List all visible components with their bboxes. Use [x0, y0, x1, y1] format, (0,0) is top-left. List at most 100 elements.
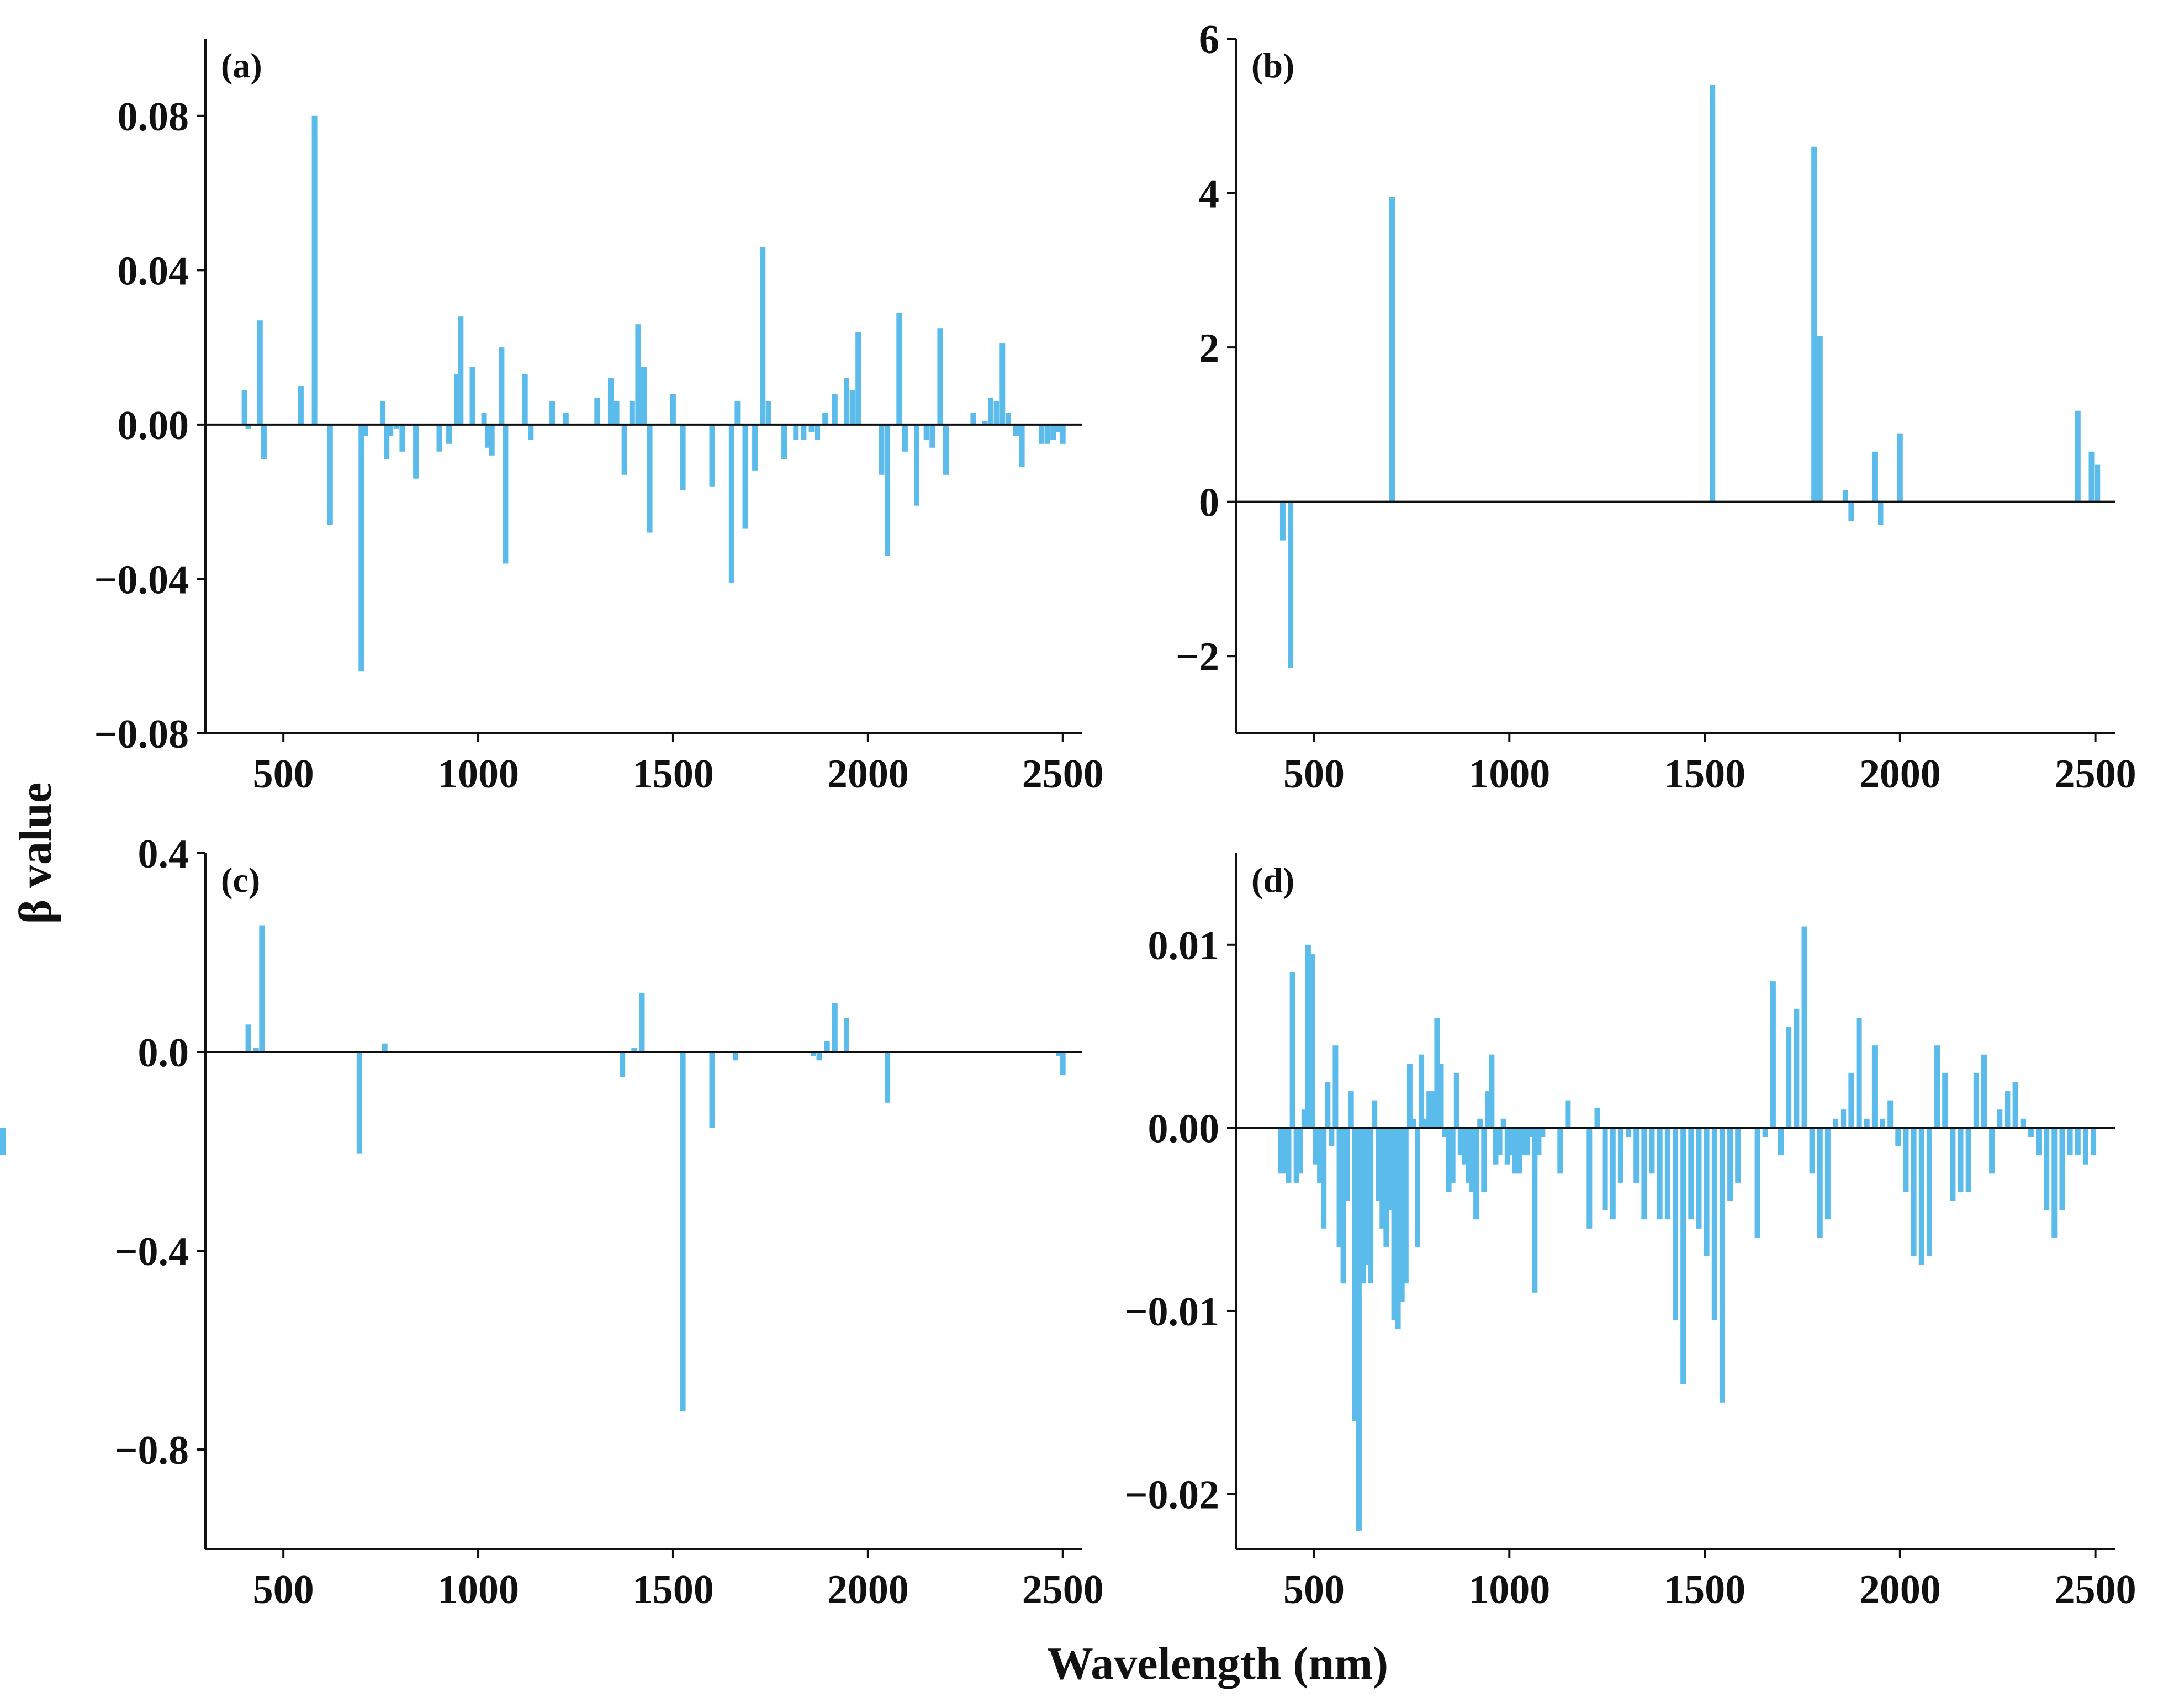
bar-d-91 — [1762, 1128, 1768, 1137]
bar-d-112 — [1926, 1128, 1932, 1256]
bar-a-48 — [801, 424, 807, 440]
bar-a-14 — [413, 424, 419, 479]
bar-c-7 — [639, 992, 645, 1052]
bar-b-9 — [1878, 501, 1884, 525]
bar-a-9 — [380, 401, 386, 425]
bar-a-21 — [485, 424, 491, 448]
x-tick-label: 1000 — [437, 752, 519, 797]
y-tick-label: 4 — [1199, 172, 1219, 217]
bar-d-65 — [1532, 1128, 1538, 1293]
bar-a-68 — [993, 401, 999, 425]
bar-d-1 — [1282, 1128, 1288, 1174]
x-tick-label: 2000 — [827, 1567, 909, 1612]
bar-c-10 — [732, 1052, 738, 1061]
bar-d-0 — [1278, 1128, 1284, 1174]
y-tick-label: 0.00 — [1148, 1106, 1220, 1151]
bar-d-125 — [2028, 1128, 2034, 1137]
bar-d-42 — [1442, 1128, 1448, 1137]
bar-b-13 — [2095, 464, 2101, 502]
bar-d-64 — [1528, 1128, 1534, 1137]
bar-b-2 — [1389, 197, 1395, 502]
bar-d-120 — [1989, 1128, 1995, 1174]
bar-a-60 — [914, 424, 919, 506]
bar-d-37 — [1422, 1118, 1429, 1128]
bar-d-69 — [1565, 1100, 1571, 1128]
bar-d-56 — [1496, 1128, 1503, 1156]
bar-c-16 — [885, 1052, 891, 1103]
bar-d-2 — [1286, 1128, 1292, 1183]
bar-d-130 — [2067, 1128, 2073, 1156]
bar-d-23 — [1368, 1128, 1374, 1284]
bar-a-16 — [446, 424, 452, 444]
bar-d-55 — [1493, 1128, 1499, 1165]
bar-a-19 — [469, 367, 475, 425]
bar-d-28 — [1387, 1128, 1393, 1210]
bar-b-0 — [1279, 501, 1286, 541]
bar-d-60 — [1512, 1128, 1518, 1174]
bar-a-56 — [879, 424, 885, 475]
bar-d-36 — [1419, 1054, 1425, 1128]
bar-d-40 — [1434, 1018, 1440, 1128]
bar-d-21 — [1360, 1128, 1366, 1284]
bar-d-77 — [1641, 1128, 1647, 1220]
bar-d-43 — [1446, 1128, 1452, 1192]
bar-d-95 — [1794, 1008, 1800, 1128]
bar-a-67 — [988, 398, 994, 425]
bar-d-50 — [1473, 1128, 1479, 1220]
x-tick-label: 1500 — [632, 1567, 714, 1612]
x-tick-label: 2500 — [2055, 752, 2136, 797]
bar-b-7 — [1848, 501, 1854, 521]
bar-a-32 — [621, 424, 627, 475]
bar-b-4 — [1811, 146, 1817, 502]
bar-d-122 — [2005, 1091, 2011, 1128]
bar-c-2 — [259, 925, 265, 1052]
bar-a-40 — [728, 424, 734, 583]
bar-a-31 — [614, 401, 620, 425]
bar-d-92 — [1770, 981, 1776, 1128]
bar-d-118 — [1973, 1072, 1979, 1128]
bar-a-13 — [399, 424, 405, 452]
bar-d-35 — [1415, 1128, 1420, 1247]
bar-d-5 — [1297, 1128, 1303, 1174]
bar-d-110 — [1911, 1128, 1917, 1256]
bar-c-5 — [620, 1052, 626, 1077]
bar-c-13 — [824, 1041, 830, 1052]
bar-d-72 — [1602, 1128, 1608, 1210]
panel-b-chart: −2 0 2 4 6 500 1000 1500 2000 2500 (b) — [1176, 17, 2136, 797]
bar-a-30 — [608, 378, 614, 425]
bar-d-83 — [1688, 1128, 1694, 1220]
bar-a-39 — [709, 424, 715, 487]
y-tick-label: −0.04 — [94, 557, 189, 602]
bar-a-35 — [641, 367, 647, 425]
bar-d-51 — [1477, 1118, 1483, 1128]
panel-label: (c) — [221, 860, 260, 900]
bar-a-15 — [436, 424, 442, 452]
bar-a-52 — [832, 394, 838, 425]
bar-c-9 — [709, 1052, 715, 1128]
bar-d-132 — [2082, 1128, 2088, 1165]
bar-d-17 — [1344, 1128, 1350, 1201]
bar-d-14 — [1332, 1045, 1339, 1128]
bar-a-66 — [982, 420, 988, 425]
bar-a-47 — [793, 424, 799, 440]
bar-a-41 — [734, 401, 741, 425]
bar-d-86 — [1711, 1128, 1717, 1320]
bar-d-111 — [1918, 1128, 1924, 1266]
bar-d-75 — [1626, 1128, 1632, 1137]
bar-a-55 — [855, 332, 861, 425]
bar-d-24 — [1372, 1100, 1378, 1128]
bar-b-11 — [2075, 410, 2081, 502]
bar-d-26 — [1379, 1128, 1385, 1229]
bar-d-48 — [1466, 1128, 1471, 1183]
bar-c-6 — [631, 1048, 637, 1052]
bar-b-5 — [1817, 336, 1823, 502]
bar-d-10 — [1317, 1128, 1323, 1183]
bar-c-11 — [811, 1052, 816, 1056]
bar-d-100 — [1833, 1118, 1839, 1128]
bar-a-38 — [680, 424, 686, 490]
bar-d-7 — [1305, 944, 1311, 1128]
bar-c-3 — [356, 1052, 362, 1154]
bar-d-85 — [1704, 1128, 1710, 1256]
